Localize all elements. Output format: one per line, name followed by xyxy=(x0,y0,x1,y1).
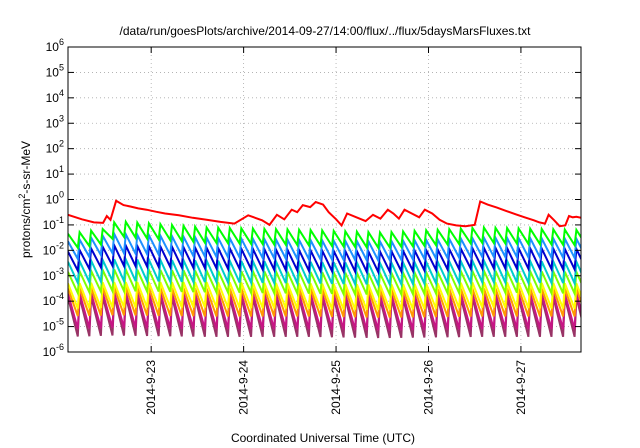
y-axis-label-sup: 2 xyxy=(17,194,27,199)
series-line xyxy=(68,255,581,289)
y-tick-label: 10-3 xyxy=(43,266,64,283)
x-tick-label: 2014-9-23 xyxy=(144,360,158,415)
x-axis-label: Coordinated Universal Time (UTC) xyxy=(231,431,415,445)
series-line xyxy=(68,199,581,228)
y-tick-label: 10-6 xyxy=(43,342,64,359)
y-tick-label: 101 xyxy=(46,164,64,181)
y-tick-label: 10-5 xyxy=(43,317,64,334)
series-line xyxy=(68,218,581,251)
y-tick-label: 106 xyxy=(46,37,64,54)
y-axis-ticks: 10-6 10-5 10-4 10-3 10-2 10-1 100 101 102 103 104 1… xyxy=(43,37,581,359)
y-tick-label: 105 xyxy=(46,62,64,79)
y-tick-label: 10-1 xyxy=(43,215,64,232)
y-axis-label-pre: protons/cm xyxy=(19,199,33,258)
series-layer xyxy=(68,199,581,339)
y-tick-label: 102 xyxy=(46,139,64,156)
y-tick-label: 10-2 xyxy=(43,240,64,257)
x-tick-label: 2014-9-25 xyxy=(329,360,343,415)
x-tick-label: 2014-9-24 xyxy=(237,360,251,415)
x-axis-ticks: 2014-9-23 2014-9-24 2014-9-25 2014-9-26 2014… xyxy=(144,47,528,415)
y-axis-label-post: -s-sr-MeV xyxy=(19,141,33,194)
x-tick-label: 2014-9-27 xyxy=(514,360,528,415)
y-tick-label: 103 xyxy=(46,113,64,130)
chart-title: /data/run/goesPlots/archive/2014-09-27/1… xyxy=(120,24,532,38)
series-line xyxy=(68,230,581,264)
x-tick-label: 2014-9-26 xyxy=(421,360,435,415)
y-tick-label: 10-4 xyxy=(43,291,64,308)
y-tick-label: 104 xyxy=(46,88,64,105)
y-axis-label: protons/cm2-s-sr-MeV xyxy=(17,141,33,258)
y-tick-label: 100 xyxy=(46,190,64,207)
